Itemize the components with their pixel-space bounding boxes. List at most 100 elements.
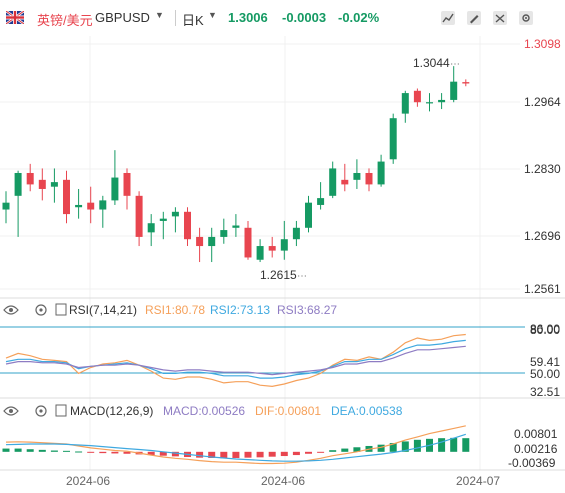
candlestick-series: [2, 66, 470, 263]
gear-icon[interactable]: [35, 405, 47, 417]
macd-histogram-bar: [244, 451, 252, 458]
macd-histogram-bar: [111, 451, 119, 454]
candle-body: [123, 172, 131, 196]
candle-body: [196, 236, 204, 247]
high-annotation: 1.3044: [413, 56, 450, 70]
candle-body: [389, 118, 397, 160]
symbol-selector[interactable]: GBPUSD: [95, 10, 150, 25]
macd-histogram-bar: [14, 448, 22, 452]
macd-histogram-bar: [353, 447, 361, 452]
candle-body: [2, 202, 10, 210]
candle-body: [353, 172, 361, 180]
rsi-tick-label: 80.00: [530, 323, 560, 337]
candle-body: [426, 102, 433, 104]
candle-body: [208, 236, 216, 247]
rsi-tick-label: 50.00: [530, 367, 560, 381]
candle-body: [184, 211, 191, 240]
macd-histogram-bar: [171, 451, 179, 457]
candle-body: [305, 202, 312, 228]
candle-body: [377, 161, 385, 185]
candle-body: [99, 200, 107, 210]
high-annotation-dots: ⋯: [450, 59, 460, 70]
candle-body: [450, 81, 458, 100]
candle-body: [63, 179, 70, 215]
macd-value-label: MACD:0.00526: [163, 404, 245, 418]
candle-body: [256, 246, 264, 260]
price-tick-label: 1.2964: [524, 95, 561, 109]
macd-histogram-bar: [438, 438, 446, 452]
macd-histogram-bar: [305, 451, 312, 454]
macd-histogram-bar: [63, 450, 70, 452]
macd-histogram-bar: [401, 441, 409, 452]
candle-body: [159, 218, 167, 221]
macd-histogram-bar: [159, 451, 167, 456]
rsi1-line: [5, 333, 466, 388]
macd-tick-label: 0.00216: [514, 442, 558, 456]
candle-body: [26, 172, 34, 185]
price-tick-label: 1.2830: [524, 162, 561, 176]
time-tick-label: 2024-06: [261, 474, 305, 488]
candle-body: [413, 90, 421, 103]
macd-series: [2, 425, 470, 465]
header-divider: [175, 10, 176, 26]
symbol-dropdown-icon[interactable]: ▼: [155, 10, 164, 20]
period-selector[interactable]: 日K: [182, 13, 204, 28]
dif-value-label: DIF:0.00801: [255, 404, 321, 418]
low-annotation: 1.2615: [260, 268, 297, 282]
candle-body: [365, 172, 373, 185]
rsi-header: RSI(7,14,21) RSI1:80.78 RSI2:73.13 RSI3:…: [3, 303, 337, 317]
candle-body: [341, 179, 349, 185]
dea-value-label: DEA:0.00538: [331, 404, 403, 418]
price-axis: 1.3098 1.2964 1.2830 1.2696 1.2561: [524, 37, 561, 296]
rsi2-label: RSI2:73.13: [210, 303, 270, 317]
time-tick-label: 2024-07: [456, 474, 500, 488]
candle-body: [292, 227, 300, 240]
candle-body: [87, 202, 95, 210]
rsi3-label: RSI3:68.27: [277, 303, 337, 317]
draw-icon[interactable]: [466, 10, 482, 26]
candle-body: [50, 182, 58, 187]
settings-icon[interactable]: [518, 10, 534, 26]
price-tick-label: 1.2561: [524, 282, 561, 296]
candle-body: [280, 239, 288, 251]
eye-icon[interactable]: [3, 305, 19, 315]
chart-type-icon[interactable]: [440, 10, 456, 26]
indicator-icon[interactable]: [492, 10, 508, 26]
price-tick-label: 1.3098: [524, 37, 561, 51]
candle-body: [317, 198, 325, 205]
candle-body: [329, 168, 337, 196]
gear-icon[interactable]: [35, 304, 47, 316]
macd-histogram-bar: [123, 451, 131, 454]
macd-histogram-bar: [147, 451, 155, 456]
candle-body: [220, 230, 228, 237]
macd-histogram-bar: [99, 451, 107, 454]
rsi-axis: 86.00 80.00 59.41 50.00 32.51: [530, 322, 560, 399]
macd-histogram-bar: [196, 451, 204, 458]
indicator-checkbox-icon[interactable]: [55, 404, 67, 417]
dif-line: [5, 425, 466, 465]
macd-histogram-bar: [268, 451, 276, 457]
candle-body: [232, 225, 240, 228]
candle-body: [401, 93, 409, 114]
rsi3-line: [5, 345, 466, 376]
last-price: 1.3006: [228, 10, 268, 25]
candle-body: [462, 82, 470, 84]
rsi1-label: RSI1:80.78: [145, 303, 205, 317]
pair-name[interactable]: 英镑/美元: [37, 13, 93, 28]
indicator-checkbox-icon[interactable]: [55, 303, 67, 316]
candle-body: [111, 177, 119, 201]
macd-histogram-bar: [87, 451, 95, 453]
candle-body: [38, 179, 46, 189]
rsi-label: RSI(7,14,21): [69, 303, 137, 317]
rsi-series: [5, 333, 466, 388]
macd-histogram-bar: [232, 451, 240, 458]
price-change: -0.0003: [282, 10, 327, 25]
candle-body: [75, 204, 83, 208]
time-tick-label: 2024-06: [66, 474, 110, 488]
macd-tick-label: -0.00369: [508, 456, 556, 470]
period-dropdown-icon[interactable]: ▼: [208, 10, 217, 20]
price-tick-label: 1.2696: [524, 229, 561, 243]
macd-tick-label: 0.00801: [514, 427, 558, 441]
eye-icon[interactable]: [3, 406, 19, 416]
